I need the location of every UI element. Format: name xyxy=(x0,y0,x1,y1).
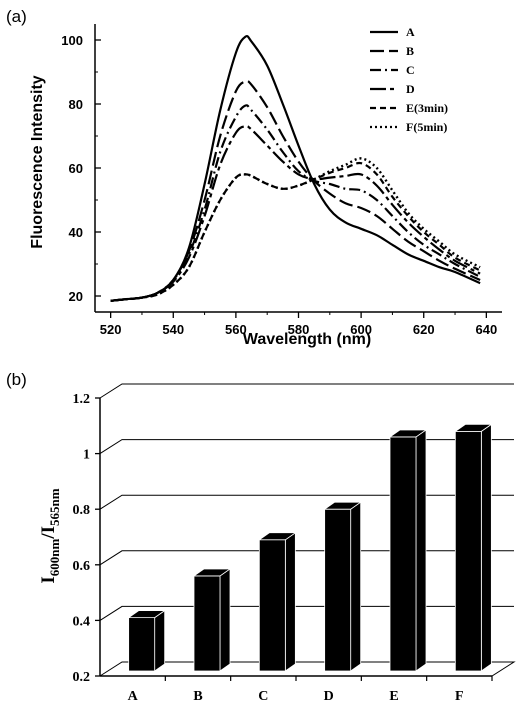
panel-a-y-ticks: 20 40 60 80 100 xyxy=(61,33,101,304)
bar-top-C xyxy=(258,532,297,541)
bar-top-F xyxy=(454,423,493,432)
legend-label-4: D xyxy=(406,82,415,96)
bar-side-E xyxy=(415,429,427,672)
legend-label-2: B xyxy=(406,44,414,58)
panel-b-xtick-label: C xyxy=(258,689,268,704)
panel-a-label: (a) xyxy=(6,7,27,26)
series-line-4 xyxy=(110,125,481,302)
bar-A xyxy=(127,609,166,672)
panel-a-ytick-label: 100 xyxy=(61,33,83,48)
bar-front-D xyxy=(324,508,352,672)
bar-top-D xyxy=(323,501,362,510)
panel-b-ytick-label: 0.2 xyxy=(73,670,91,685)
panel-a-ytick-label: 60 xyxy=(69,161,83,176)
bar-front-E xyxy=(389,436,417,672)
legend-label-1: A xyxy=(406,25,415,39)
panel-b-xtick-label: D xyxy=(324,689,334,704)
bar-side-C xyxy=(284,532,296,672)
panel-b-ytick-label: 0.4 xyxy=(73,614,91,629)
panel-a-xtick-label: 600 xyxy=(350,322,372,337)
panel-b-grid xyxy=(99,383,514,621)
panel-b-gridline xyxy=(99,550,514,566)
bar-F xyxy=(454,423,493,672)
panel-a-xlabel: Wavelength (nm) xyxy=(243,331,371,348)
panel-b-y-ticks: 0.2 0.4 0.6 0.8 1 1.2 xyxy=(73,392,100,685)
bar-B xyxy=(192,568,232,672)
panel-a-ylabel: Fluorescence Intensity xyxy=(29,75,46,248)
bar-front-B xyxy=(193,575,221,672)
legend-label-3: C xyxy=(406,63,415,77)
bar-side-A xyxy=(154,609,166,672)
panel-b-ylabel: I600nm/I565nm xyxy=(38,488,62,583)
panel-a-series xyxy=(110,35,481,302)
panel-b-xtick-label: A xyxy=(128,689,139,704)
bar-top-B xyxy=(192,568,232,577)
panel-b-ylabel-sub2: 565nm xyxy=(47,488,62,526)
panel-a-ytick-label: 80 xyxy=(69,97,83,112)
panel-b-xtick-label: F xyxy=(455,689,464,704)
bar-side-B xyxy=(219,568,231,672)
bar-front-A xyxy=(128,617,156,672)
bar-D xyxy=(323,501,362,672)
legend-label-5: E(3min) xyxy=(406,101,448,115)
bar-E xyxy=(388,429,428,672)
panel-a: (a) Fluorescence Intensity Wavelength (n… xyxy=(6,7,502,348)
panel-a-xtick-label: 640 xyxy=(475,322,497,337)
panel-a-xtick-label: 540 xyxy=(162,322,184,337)
panel-a-ytick-label: 20 xyxy=(69,289,83,304)
panel-b-gridline xyxy=(99,383,514,399)
panel-b-ytick-label: 0.8 xyxy=(73,503,91,518)
panel-b: (b) I600nm/I565nm 0.2 0.4 0.6 0.8 1 1.2 A B C D E… xyxy=(6,370,516,704)
panel-a-xtick-label: 520 xyxy=(100,322,122,337)
bar-top-A xyxy=(127,610,166,619)
panel-b-gridline xyxy=(99,605,514,621)
panel-b-ytick-label: 0.6 xyxy=(73,559,91,574)
panel-a-xtick-label: 580 xyxy=(288,322,310,337)
panel-b-label: (b) xyxy=(6,370,27,389)
series-line-6 xyxy=(110,157,481,302)
panel-b-ylabel-sub1: 600nm xyxy=(47,538,62,576)
panel-a-ytick-label: 40 xyxy=(69,225,83,240)
panel-b-gridline xyxy=(99,494,514,510)
panel-b-xtick-label: B xyxy=(193,689,202,704)
bar-front-F xyxy=(454,430,482,672)
bar-side-F xyxy=(480,423,492,672)
bar-top-E xyxy=(388,429,428,438)
legend-label-6: F(5min) xyxy=(406,120,447,134)
panel-b-ytick-label: 1.2 xyxy=(73,392,91,407)
panel-b-xtick-label: E xyxy=(389,689,398,704)
bar-side-D xyxy=(350,501,362,672)
panel-a-x-ticks: 520 540 560 580 600 620 640 xyxy=(100,312,497,337)
panel-a-xtick-label: 560 xyxy=(225,322,247,337)
bar-front-C xyxy=(258,539,286,672)
panel-b-ylabel-main: I xyxy=(38,576,59,583)
svg-text:I600nm/I565nm: I600nm/I565nm xyxy=(38,488,62,583)
panel-b-x-ticks: A B C D E F xyxy=(128,676,493,704)
panel-b-gridline xyxy=(99,439,514,455)
panel-b-ytick-label: 1 xyxy=(83,448,90,463)
series-line-5 xyxy=(110,161,481,302)
panel-b-ylabel-slash: /I xyxy=(38,526,59,540)
panel-b-bars xyxy=(127,423,493,672)
bar-C xyxy=(258,532,297,672)
panel-a-xtick-label: 620 xyxy=(413,322,435,337)
